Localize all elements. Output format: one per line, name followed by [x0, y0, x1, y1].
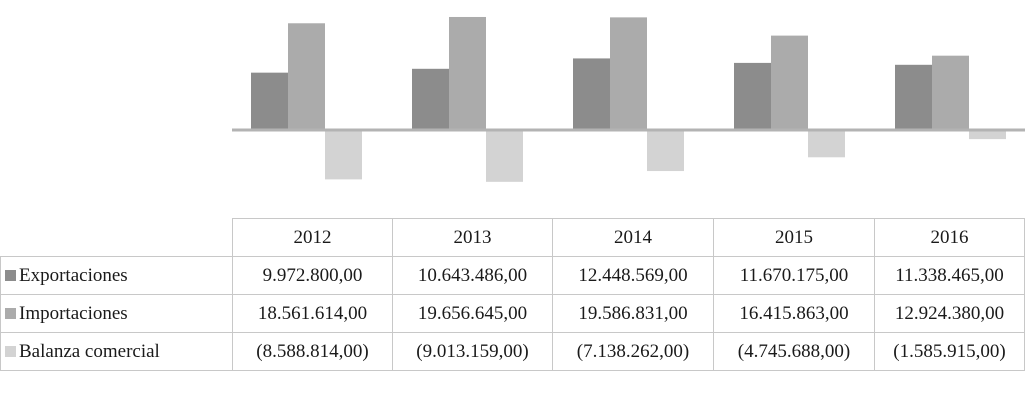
table-row-balanza-comercial: Balanza comercial (8.588.814,00) (9.013.… — [0, 332, 1025, 371]
legend-swatch-exportaciones — [5, 269, 16, 281]
data-cell: 16.415.863,00 — [713, 294, 875, 333]
year-header: 2013 — [392, 218, 553, 257]
data-cell: (1.585.915,00) — [874, 332, 1025, 371]
data-cell: 11.338.465,00 — [874, 256, 1025, 295]
bar-importaciones-2013 — [449, 16, 486, 131]
series-name: Importaciones — [19, 302, 128, 324]
bar-balanza-comercial-2015 — [808, 130, 845, 158]
bars-group — [251, 16, 1006, 182]
bar-importaciones-2015 — [771, 35, 808, 130]
data-cell: 12.924.380,00 — [874, 294, 1025, 333]
bar-balanza-comercial-2013 — [486, 130, 523, 182]
bar-balanza-comercial-2012 — [325, 130, 362, 180]
series-name: Balanza comercial — [19, 340, 160, 362]
year-header: 2016 — [874, 218, 1025, 257]
data-cell: (9.013.159,00) — [392, 332, 553, 371]
bar-balanza-comercial-2014 — [647, 130, 684, 172]
table-header-row: 2012 2013 2014 2015 2016 — [0, 218, 1025, 257]
data-table: 2012 2013 2014 2015 2016 Exportaciones 9… — [0, 218, 1025, 371]
data-cell: 18.561.614,00 — [232, 294, 393, 333]
bar-importaciones-2014 — [610, 17, 647, 131]
year-header: 2014 — [552, 218, 714, 257]
bar-importaciones-2016 — [932, 55, 969, 130]
data-cell: (7.138.262,00) — [552, 332, 714, 371]
year-header: 2012 — [232, 218, 393, 257]
bar-importaciones-2012 — [288, 23, 325, 130]
legend-swatch-importaciones — [5, 307, 16, 319]
legend-swatch-balanza-comercial — [5, 345, 16, 357]
table-corner-cell — [0, 218, 233, 257]
bar-exportaciones-2012 — [251, 72, 288, 130]
data-cell: 19.656.645,00 — [392, 294, 553, 333]
data-cell: (8.588.814,00) — [232, 332, 393, 371]
bar-exportaciones-2013 — [412, 68, 449, 130]
data-cell: (4.745.688,00) — [713, 332, 875, 371]
bar-exportaciones-2014 — [573, 58, 610, 130]
bar-exportaciones-2016 — [895, 64, 932, 130]
data-cell: 11.670.175,00 — [713, 256, 875, 295]
bar-exportaciones-2015 — [734, 62, 771, 130]
bar-chart — [232, 16, 1025, 182]
row-label: Exportaciones — [0, 256, 233, 295]
data-cell: 9.972.800,00 — [232, 256, 393, 295]
data-cell: 19.586.831,00 — [552, 294, 714, 333]
table-row-exportaciones: Exportaciones 9.972.800,00 10.643.486,00… — [0, 256, 1025, 295]
year-header: 2015 — [713, 218, 875, 257]
series-name: Exportaciones — [19, 264, 128, 286]
row-label: Importaciones — [0, 294, 233, 333]
table-row-importaciones: Importaciones 18.561.614,00 19.656.645,0… — [0, 294, 1025, 333]
bar-balanza-comercial-2016 — [969, 130, 1006, 140]
row-label: Balanza comercial — [0, 332, 233, 371]
data-cell: 10.643.486,00 — [392, 256, 553, 295]
data-cell: 12.448.569,00 — [552, 256, 714, 295]
